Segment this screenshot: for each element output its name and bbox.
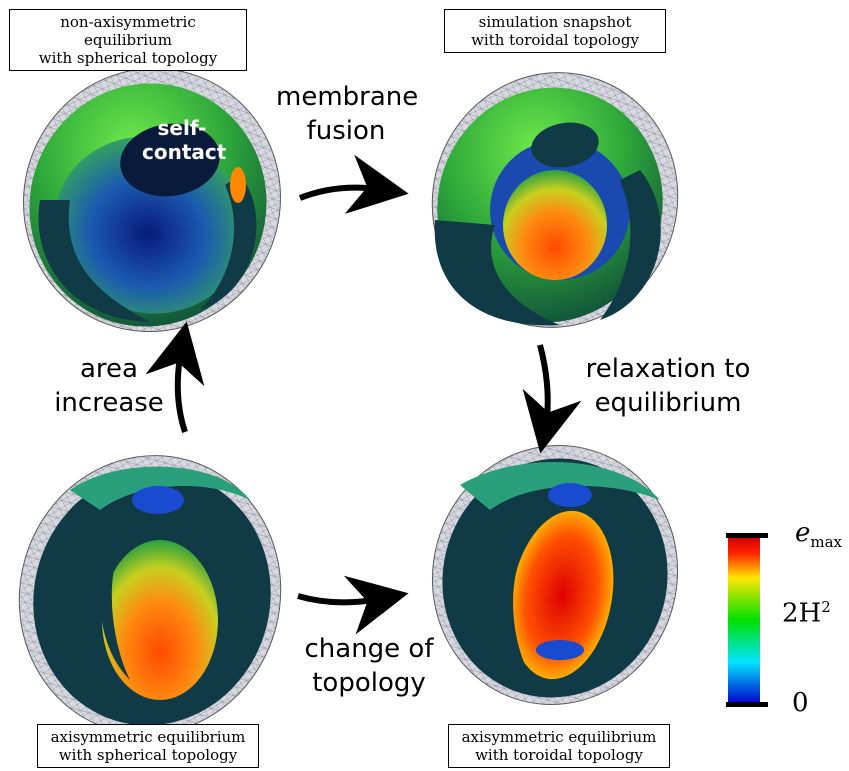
- caption-bottom-right: axisymmetric equilibrium with toroidal t…: [448, 724, 670, 768]
- transition-line: equilibrium: [594, 388, 742, 418]
- curved-arrow-right-icon: [298, 154, 409, 214]
- transition-area-increase: area increase: [54, 352, 164, 420]
- transition-change-of-topology: change of topology: [284, 632, 454, 700]
- caption-line: with toroidal topology: [475, 746, 643, 764]
- curved-arrow-up-icon: [145, 321, 205, 433]
- shape-top-right: [431, 72, 679, 328]
- transition-line: fusion: [306, 116, 386, 146]
- transition-line: area: [80, 354, 138, 384]
- transition-line: topology: [312, 668, 426, 698]
- caption-line: simulation snapshot: [478, 13, 632, 31]
- self-contact-line-1: self-: [157, 116, 207, 140]
- transition-relaxation: relaxation to equilibrium: [578, 352, 758, 420]
- colorbar-label-min: 0: [792, 688, 809, 718]
- colorbar-cap-bottom: [726, 702, 768, 707]
- curved-arrow-right-icon: [297, 575, 409, 635]
- caption-bottom-left: axisymmetric equilibrium with spherical …: [37, 724, 259, 768]
- transition-line: membrane: [276, 82, 419, 112]
- caption-line: with spherical topology: [58, 746, 238, 764]
- curved-arrow-down-icon: [522, 344, 582, 454]
- transition-line: relaxation to: [585, 354, 751, 384]
- transition-line: increase: [54, 388, 164, 418]
- shape-bottom-left: [18, 455, 282, 735]
- caption-line: axisymmetric equilibrium: [461, 728, 657, 746]
- colorbar-label-max-base: e: [795, 518, 811, 548]
- colorbar: [726, 533, 768, 707]
- colorbar-gradient: [728, 536, 760, 704]
- self-contact-label: self- contact: [142, 116, 227, 164]
- shape-bottom-right: [431, 445, 679, 705]
- caption-top-left: non-axisymmetric equilibrium with spheri…: [9, 9, 247, 71]
- colorbar-cap-top: [726, 533, 768, 538]
- caption-top-right: simulation snapshot with toroidal topolo…: [444, 9, 666, 53]
- caption-line: with spherical topology: [38, 49, 218, 67]
- self-contact-line-2: contact: [142, 140, 227, 164]
- shape-top-left: [23, 67, 281, 333]
- caption-line: with toroidal topology: [471, 31, 639, 49]
- caption-line: axisymmetric equilibrium: [50, 728, 246, 746]
- caption-line: non-axisymmetric equilibrium: [60, 13, 196, 49]
- colorbar-label-mid: 2H2: [782, 598, 831, 629]
- colorbar-label-mid-sup: 2: [821, 598, 831, 616]
- colorbar-label-max: emax: [795, 518, 842, 551]
- colorbar-label-max-sub: max: [810, 533, 843, 552]
- transition-line: change of: [304, 634, 434, 664]
- colorbar-label-mid-base: 2H: [782, 598, 822, 629]
- transition-membrane-fusion: membrane fusion: [276, 80, 419, 148]
